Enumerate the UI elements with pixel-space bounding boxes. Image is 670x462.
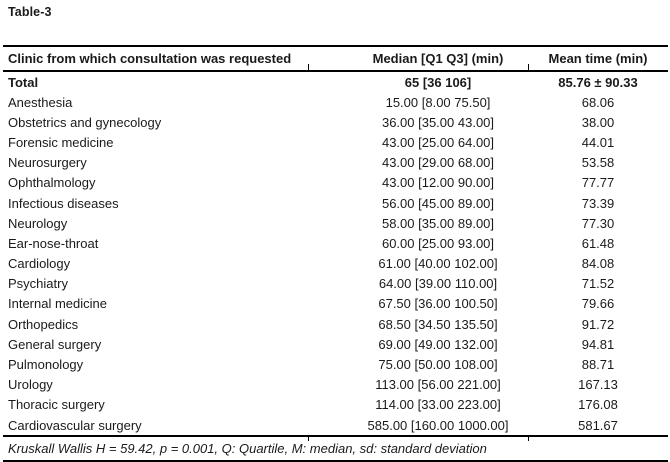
cell-clinic: Ophthalmology [8, 175, 96, 191]
table-row: General surgery 69.00 [49.00 132.00] 94.81 [3, 334, 668, 354]
cell-clinic: Thoracic surgery [8, 397, 105, 413]
cell-median: 113.00 [56.00 221.00] [375, 377, 501, 393]
table-row: Ear-nose-throat 60.00 [25.00 93.00] 61.48 [3, 233, 668, 253]
cell-clinic: Urology [8, 377, 53, 393]
cell-median: 64.00 [39.00 110.00] [378, 276, 498, 292]
cell-clinic: Neurosurgery [8, 155, 87, 171]
table-row: Anesthesia 15.00 [8.00 75.50] 68.06 [3, 92, 668, 112]
table-row: Cardiology 61.00 [40.00 102.00] 84.08 [3, 254, 668, 274]
table-title: Table-3 [8, 5, 52, 19]
table-row: Ophthalmology 43.00 [12.00 90.00] 77.77 [3, 173, 668, 193]
cell-mean-time: 77.30 [581, 215, 615, 231]
cell-clinic: Forensic medicine [8, 135, 114, 151]
table-body: Total 65 [36 106] 85.76 ± 90.33 Anesthesia 1… [3, 72, 668, 435]
cell-median: 43.00 [12.00 90.00] [381, 175, 495, 191]
cell-clinic: Ear-nose-throat [8, 235, 99, 251]
cell-median: 68.50 [34.50 135.50] [378, 316, 498, 332]
consultation-time-table: Clinic from which consultation was reque… [3, 45, 668, 462]
cell-clinic: Cardiovascular surgery [8, 417, 142, 433]
cell-clinic: Pulmonology [8, 356, 84, 372]
cell-mean-time: 581.67 [578, 417, 618, 433]
table-row: Internal medicine 67.50 [36.00 100.50] 79.… [3, 294, 668, 314]
cell-median: 43.00 [25.00 64.00] [381, 135, 495, 151]
cell-clinic: Cardiology [8, 256, 71, 272]
table-row: Neurosurgery 43.00 [29.00 68.00] 53.58 [3, 153, 668, 173]
cell-clinic: General surgery [8, 336, 102, 352]
column-header-median: Median [Q1 Q3] (min) [372, 51, 504, 66]
cell-mean-time: 167.13 [578, 377, 618, 393]
cell-mean-time: 71.52 [581, 276, 615, 292]
cell-clinic: Obstetrics and gynecology [8, 114, 162, 130]
table-row: Pulmonology 75.00 [50.00 108.00] 88.71 [3, 354, 668, 374]
cell-median: 65 [36 106] [404, 74, 472, 90]
cell-mean-time: 44.01 [581, 135, 615, 151]
cell-mean-time: 38.00 [581, 114, 615, 130]
cell-median: 36.00 [35.00 43.00] [381, 114, 495, 130]
table-row: Forensic medicine 43.00 [25.00 64.00] 44.0… [3, 133, 668, 153]
cell-median: 67.50 [36.00 100.50] [378, 296, 498, 312]
table-row: Urology 113.00 [56.00 221.00] 167.13 [3, 375, 668, 395]
cell-median: 60.00 [25.00 93.00] [381, 235, 495, 251]
cell-mean-time: 68.06 [581, 94, 615, 110]
table-row: Thoracic surgery 114.00 [33.00 223.00] 176… [3, 395, 668, 415]
table-row: Infectious diseases 56.00 [45.00 89.00] 73… [3, 193, 668, 213]
column-header-clinic: Clinic from which consultation was reque… [8, 51, 292, 66]
cell-mean-time: 53.58 [581, 155, 615, 171]
cell-median: 75.00 [50.00 108.00] [378, 356, 498, 372]
cell-median: 585.00 [160.00 1000.00] [367, 417, 509, 433]
cell-mean-time: 94.81 [581, 336, 615, 352]
table-row: Total 65 [36 106] 85.76 ± 90.33 [3, 72, 668, 92]
cell-mean-time: 79.66 [581, 296, 615, 312]
cell-clinic: Psychiatry [8, 276, 68, 292]
cell-mean-time: 73.39 [581, 195, 615, 211]
table-row: Neurology 58.00 [35.00 89.00] 77.30 [3, 213, 668, 233]
cell-clinic: Infectious diseases [8, 195, 119, 211]
table-header-row: Clinic from which consultation was reque… [3, 47, 668, 72]
column-header-mean-time: Mean time (min) [548, 51, 648, 66]
table-row: Cardiovascular surgery 585.00 [160.00 100… [3, 415, 668, 435]
table-row: Obstetrics and gynecology 36.00 [35.00 43… [3, 112, 668, 132]
cell-median: 15.00 [8.00 75.50] [385, 94, 491, 110]
cell-mean-time: 61.48 [581, 235, 615, 251]
cell-mean-time: 176.08 [578, 397, 618, 413]
cell-mean-time: 91.72 [581, 316, 615, 332]
cell-median: 58.00 [35.00 89.00] [381, 215, 495, 231]
cell-median: 56.00 [45.00 89.00] [381, 195, 495, 211]
cell-clinic: Orthopedics [8, 316, 79, 332]
table-row: Orthopedics 68.50 [34.50 135.50] 91.72 [3, 314, 668, 334]
cell-median: 114.00 [33.00 223.00] [375, 397, 501, 413]
cell-mean-time: 88.71 [581, 356, 615, 372]
cell-mean-time: 84.08 [581, 256, 615, 272]
cell-median: 43.00 [29.00 68.00] [381, 155, 495, 171]
table-footnote: Kruskall Wallis H = 59.42, p = 0.001, Q:… [3, 435, 668, 460]
cell-median: 69.00 [49.00 132.00] [378, 336, 498, 352]
table-row: Psychiatry 64.00 [39.00 110.00] 71.52 [3, 274, 668, 294]
cell-mean-time: 77.77 [581, 175, 615, 191]
cell-median: 61.00 [40.00 102.00] [378, 256, 498, 272]
cell-clinic: Anesthesia [8, 94, 73, 110]
cell-clinic: Total [8, 74, 39, 90]
cell-mean-time: 85.76 ± 90.33 [558, 74, 638, 90]
cell-clinic: Internal medicine [8, 296, 107, 312]
cell-clinic: Neurology [8, 215, 68, 231]
